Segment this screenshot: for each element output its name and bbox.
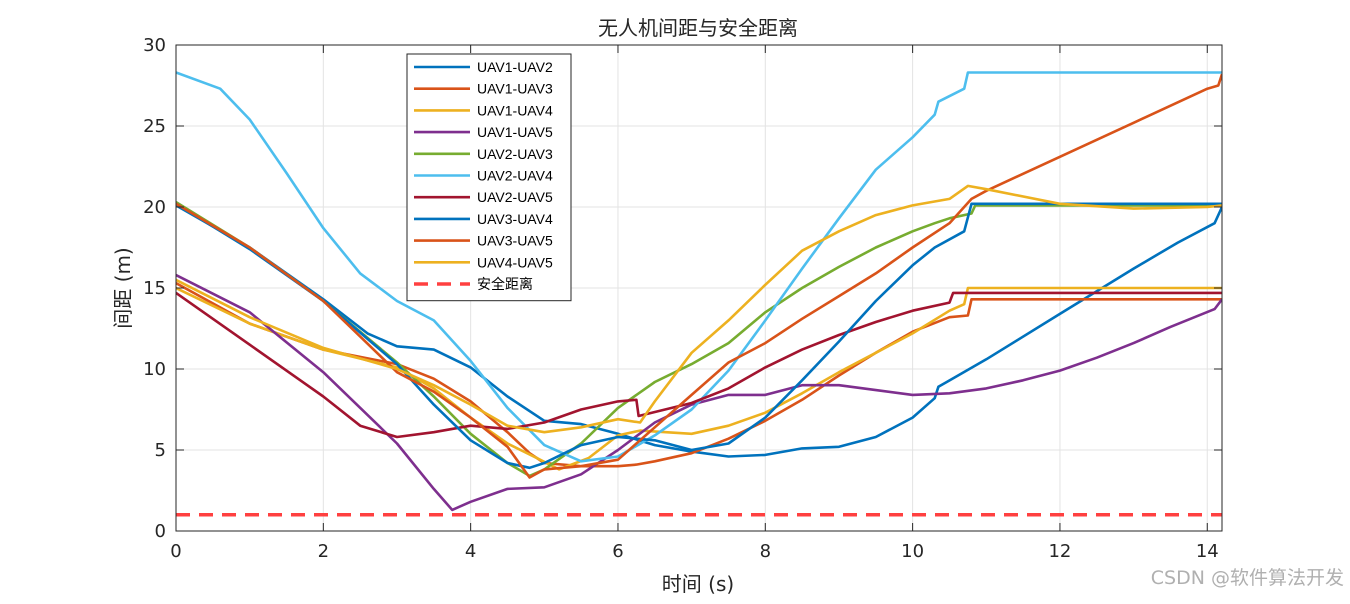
x-tick-label: 12 (1048, 541, 1071, 562)
x-tick-label: 8 (760, 541, 771, 562)
y-tick-label: 5 (155, 440, 166, 461)
series-line-7 (176, 291, 1222, 439)
x-tick-label: 2 (318, 541, 329, 562)
x-tick-label: 6 (612, 541, 623, 562)
y-tick-label: 20 (143, 197, 166, 218)
axes: 0 2 4 6 8 10 12 14 0 5 10 15 20 25 30 (143, 35, 1223, 562)
legend-label: 安全距离 (477, 276, 533, 292)
legend-label: UAV1-UAV5 (477, 124, 553, 140)
x-axis-title: 时间 (s) (662, 572, 734, 596)
watermark: CSDN @软件算法开发 (1151, 567, 1344, 589)
legend-box (406, 53, 572, 302)
x-tick-label: 10 (901, 541, 924, 562)
y-tick-label: 30 (143, 35, 166, 56)
x-tick-label: 4 (465, 541, 476, 562)
x-tick-label: 0 (170, 541, 181, 562)
y-axis-title: 间距 (m) (111, 247, 135, 328)
chart-title: 无人机间距与安全距离 (598, 16, 798, 40)
series-line-4 (176, 273, 1222, 512)
series-line-1 (176, 204, 1222, 458)
legend-label: UAV2-UAV4 (477, 168, 553, 184)
y-tick-label: 0 (155, 521, 166, 542)
series-line-9 (176, 73, 1222, 479)
y-tick-label: 10 (143, 359, 166, 380)
legend-label: UAV1-UAV2 (477, 59, 553, 75)
legend-label: UAV2-UAV3 (477, 146, 553, 162)
legend[interactable]: UAV1-UAV2 UAV1-UAV3 UAV1-UAV4 UAV1-UAV5 UAV2… (406, 53, 572, 302)
x-tick-label: 14 (1196, 541, 1219, 562)
series-line-6 (176, 71, 1222, 463)
series-line-10 (176, 184, 1222, 434)
legend-label: UAV1-UAV3 (477, 81, 553, 97)
y-tick-label: 15 (143, 278, 166, 299)
legend-label: UAV2-UAV5 (477, 189, 553, 205)
series-lines (176, 71, 1222, 517)
legend-label: UAV4-UAV5 (477, 254, 553, 270)
legend-label: UAV3-UAV4 (477, 211, 553, 227)
legend-label: UAV1-UAV4 (477, 102, 553, 118)
legend-label: UAV3-UAV5 (477, 233, 553, 249)
y-tick-label: 25 (143, 116, 166, 137)
series-line-8 (176, 202, 1222, 470)
series-line-3 (176, 286, 1222, 471)
series-line-5 (176, 200, 1222, 478)
